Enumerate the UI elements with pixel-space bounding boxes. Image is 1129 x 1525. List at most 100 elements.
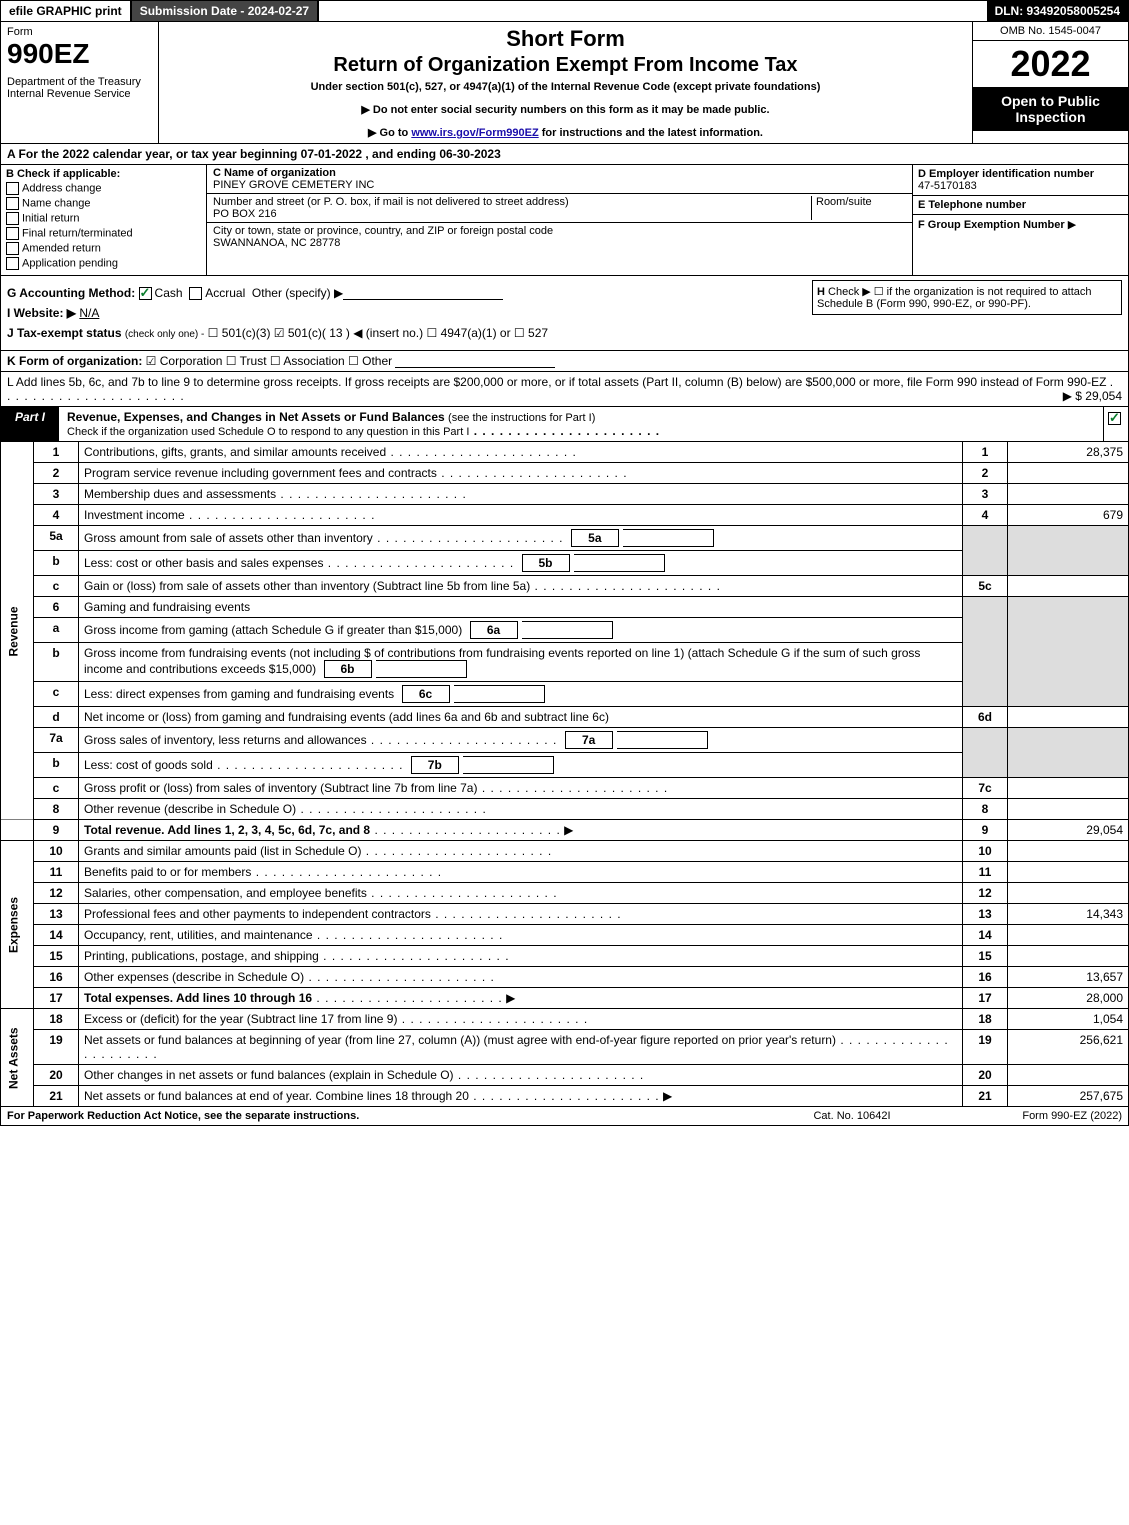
col-def: D Employer identification number 47-5170… [913,165,1128,275]
j-row: J Tax-exempt status (check only one) - ☐… [7,326,1122,340]
ln8-num: 8 [34,799,79,820]
tax-year: 2022 [973,41,1128,87]
ln6-shade [963,597,1008,707]
ln11-box: 11 [963,862,1008,883]
ln18-val: 1,054 [1008,1009,1129,1030]
ln6b-desc: Gross income from fundraising events (no… [79,643,963,682]
irs-link[interactable]: www.irs.gov/Form990EZ [411,127,538,139]
ln19-num: 19 [34,1030,79,1065]
ln6-desc: Gaming and fundraising events [79,597,963,618]
b-title: B Check if applicable: [6,168,201,180]
ln10-box: 10 [963,841,1008,862]
ln14-desc: Occupancy, rent, utilities, and maintena… [79,925,963,946]
chk-cash[interactable] [139,287,152,300]
ln2-desc: Program service revenue including govern… [79,463,963,484]
part1-title: Revenue, Expenses, and Changes in Net As… [59,407,1103,441]
chk-address-change[interactable]: Address change [6,182,201,195]
ln7b-num: b [34,753,79,778]
chk-amended[interactable]: Amended return [6,242,201,255]
k-opts: ☑ Corporation ☐ Trust ☐ Association ☐ Ot… [146,354,392,368]
title-return: Return of Organization Exempt From Incom… [167,54,964,77]
l-text: L Add lines 5b, 6c, and 7b to line 9 to … [7,375,1106,389]
ssn-warning: ▶ Do not enter social security numbers o… [167,103,964,116]
j-note: (check only one) - [125,329,204,340]
block-ghij: H Check ▶ ☐ if the organization is not r… [0,276,1129,351]
ln1-val: 28,375 [1008,442,1129,463]
ln12-desc: Salaries, other compensation, and employ… [79,883,963,904]
city-value: SWANNANOA, NC 28778 [213,237,906,249]
submission-date: Submission Date - 2024-02-27 [130,1,319,21]
chk-name-change[interactable]: Name change [6,197,201,210]
ln5b-desc: Less: cost or other basis and sales expe… [79,551,963,576]
ln17-box: 17 [963,988,1008,1009]
side-expenses: Expenses [1,841,34,1009]
efile-label: efile GRAPHIC print [1,1,130,21]
ln4-desc: Investment income [79,505,963,526]
ln13-num: 13 [34,904,79,925]
ln15-box: 15 [963,946,1008,967]
ln3-num: 3 [34,484,79,505]
f-group: F Group Exemption Number ▶ [913,215,1128,234]
ln2-num: 2 [34,463,79,484]
h-text: Check ▶ ☐ if the organization is not req… [817,286,1092,310]
ln12-num: 12 [34,883,79,904]
ln7ab-shade [963,728,1008,778]
block-bcdef: B Check if applicable: Address change Na… [0,165,1129,276]
form-number: 990EZ [7,38,152,70]
part1-check[interactable] [1103,407,1128,441]
lines-table: Revenue 1 Contributions, gifts, grants, … [0,442,1129,1107]
ln1-num: 1 [34,442,79,463]
ln6-num: 6 [34,597,79,618]
g-label: G Accounting Method: [7,286,135,300]
ln6d-val [1008,707,1129,728]
ln3-box: 3 [963,484,1008,505]
ln6d-desc: Net income or (loss) from gaming and fun… [79,707,963,728]
ln5b-num: b [34,551,79,576]
footer: For Paperwork Reduction Act Notice, see … [0,1107,1129,1126]
ln21-val: 257,675 [1008,1086,1129,1107]
ln16-num: 16 [34,967,79,988]
ln9-box: 9 [963,820,1008,841]
ln5ab-shade-val [1008,526,1129,576]
h-box: H Check ▶ ☐ if the organization is not r… [812,280,1122,315]
ln10-num: 10 [34,841,79,862]
ln5ab-shade [963,526,1008,576]
ln7c-box: 7c [963,778,1008,799]
header-center: Short Form Return of Organization Exempt… [159,22,972,143]
i-label: I Website: ▶ [7,306,76,320]
ln6c-num: c [34,682,79,707]
spacer [319,1,986,21]
ln8-desc: Other revenue (describe in Schedule O) [79,799,963,820]
ln2-box: 2 [963,463,1008,484]
ln5c-num: c [34,576,79,597]
footer-left: For Paperwork Reduction Act Notice, see … [7,1110,752,1122]
omb-number: OMB No. 1545-0047 [973,22,1128,41]
ln7a-num: 7a [34,728,79,753]
ln7c-num: c [34,778,79,799]
header-right: OMB No. 1545-0047 2022 Open to Public In… [972,22,1128,143]
ln4-num: 4 [34,505,79,526]
ln17-num: 17 [34,988,79,1009]
header-left: Form 990EZ Department of the Treasury In… [1,22,159,143]
ln13-val: 14,343 [1008,904,1129,925]
ln6d-num: d [34,707,79,728]
side-empty [1,820,34,841]
chk-app-pending[interactable]: Application pending [6,257,201,270]
ln12-box: 12 [963,883,1008,904]
ln9-num: 9 [34,820,79,841]
chk-initial-return[interactable]: Initial return [6,212,201,225]
chk-accrual[interactable] [189,287,202,300]
ln21-desc: Net assets or fund balances at end of ye… [79,1086,963,1107]
chk-final-return[interactable]: Final return/terminated [6,227,201,240]
ln15-num: 15 [34,946,79,967]
k-label: K Form of organization: [7,354,142,368]
ln18-num: 18 [34,1009,79,1030]
ln6-shade-val [1008,597,1129,707]
h-label: H [817,286,825,298]
org-name: PINEY GROVE CEMETERY INC [213,179,906,191]
other-label: Other (specify) ▶ [252,286,343,300]
d-ein: D Employer identification number 47-5170… [913,165,1128,196]
goto-post: for instructions and the latest informat… [539,127,763,139]
ln5a-desc: Gross amount from sale of assets other t… [79,526,963,551]
ln4-val: 679 [1008,505,1129,526]
